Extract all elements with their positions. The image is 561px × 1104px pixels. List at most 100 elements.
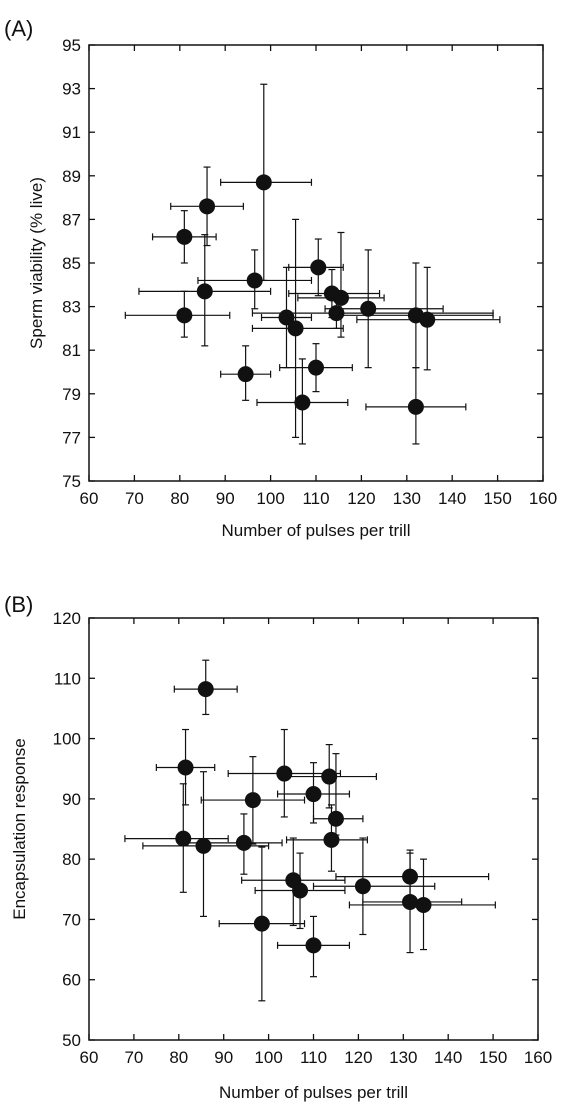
x-tick-label: 90 (216, 489, 235, 508)
x-tick-label: 60 (80, 1048, 99, 1067)
data-point-group (124, 290, 231, 338)
data-point-group (142, 771, 270, 918)
data-point-group (138, 234, 272, 347)
y-tick-label: 79 (62, 385, 81, 404)
data-point-group (356, 266, 501, 371)
data-point (402, 893, 419, 910)
data-point (305, 937, 322, 954)
y-tick-label: 120 (53, 609, 81, 628)
data-point (199, 198, 216, 215)
data-point (175, 830, 192, 847)
y-tick-label: 50 (62, 1031, 81, 1050)
data-point (305, 786, 322, 803)
data-point-group (254, 852, 346, 930)
data-point (354, 878, 371, 895)
data-point (196, 283, 213, 300)
data-point-group (260, 266, 313, 369)
x-tick-label: 70 (125, 489, 144, 508)
data-point-group (348, 858, 496, 951)
data-point-group (297, 231, 385, 338)
data-point-group (173, 659, 238, 716)
x-tick-label: 140 (438, 489, 466, 508)
data-point (255, 174, 272, 191)
data-point (176, 228, 193, 245)
data-point (321, 768, 338, 785)
panel-label: (A) (4, 16, 33, 41)
data-point-group (218, 846, 306, 1002)
data-point (360, 300, 377, 317)
panel-label: (B) (4, 592, 33, 617)
data-point (294, 394, 311, 411)
y-tick-label: 110 (54, 669, 81, 688)
x-tick-label: 70 (124, 1048, 143, 1067)
y-tick-label: 60 (62, 971, 81, 990)
chart-panel-2: (B)60 70 80 90 100 110 120 130 140 150 16050607080… (4, 592, 552, 1102)
data-point-group (362, 852, 463, 954)
data-point-group (220, 345, 272, 401)
data-point-group (187, 813, 283, 875)
y-tick-label: 87 (62, 210, 81, 229)
data-point (253, 915, 270, 932)
data-point-group (285, 804, 368, 872)
data-point (407, 398, 424, 415)
y-axis-label: Encapsulation response (10, 738, 29, 919)
x-tick-label: 130 (393, 489, 421, 508)
y-tick-label: 91 (62, 123, 81, 142)
x-tick-label: 100 (256, 489, 284, 508)
y-tick-label: 70 (62, 910, 81, 929)
y-tick-label: 80 (62, 850, 81, 869)
data-point (419, 311, 436, 328)
x-tick-label: 160 (524, 1048, 552, 1067)
data-point-group (312, 837, 436, 936)
x-axis-label: Number of pulses per trill (222, 521, 411, 540)
data-point-group (227, 728, 342, 818)
x-tick-label: 150 (483, 489, 511, 508)
y-tick-label: 90 (62, 790, 81, 809)
data-point (244, 792, 261, 809)
x-tick-label: 100 (254, 1048, 282, 1067)
x-axis-label: Number of pulses per trill (219, 1083, 408, 1102)
data-point (177, 759, 194, 776)
x-tick-label: 90 (214, 1048, 233, 1067)
chart-panel-1: (A) 60 70 80 90 100 110 120 130 140 150 160 75 77 79 81… (4, 16, 557, 540)
data-point-group (197, 249, 313, 310)
x-tick-label: 160 (529, 489, 557, 508)
x-tick-label: 150 (479, 1048, 507, 1067)
data-point-group (155, 728, 216, 806)
data-point-group (256, 358, 349, 445)
data-point (328, 305, 345, 322)
data-point (176, 307, 193, 324)
data-point (287, 320, 304, 337)
x-tick-label: 110 (300, 1048, 327, 1067)
data-point-group (220, 83, 313, 282)
y-tick-label: 81 (62, 341, 81, 360)
x-tick-label: 80 (169, 1048, 188, 1067)
x-tick-label: 80 (170, 489, 189, 508)
data-point-group (151, 210, 217, 264)
y-tick-label: 100 (53, 730, 81, 749)
data-point-group (279, 343, 353, 393)
data-point (415, 896, 432, 913)
x-tick-label: 120 (347, 489, 375, 508)
x-tick-label: 110 (302, 489, 329, 508)
data-point (323, 831, 340, 848)
data-point (237, 366, 254, 383)
y-tick-label: 75 (62, 472, 81, 491)
x-tick-label: 140 (434, 1048, 462, 1067)
data-point-group (338, 262, 494, 369)
data-point-group (335, 849, 490, 902)
y-tick-label: 83 (62, 298, 81, 317)
data-point (195, 837, 212, 854)
data-point-group (241, 837, 346, 927)
y-tick-label: 85 (62, 254, 81, 273)
y-tick-label: 95 (62, 36, 81, 55)
data-point (292, 882, 309, 899)
data-point-group (276, 915, 351, 978)
data-point (197, 681, 214, 698)
y-axis-label: Sperm viability (% live) (27, 177, 46, 349)
y-tick-label: 77 (62, 428, 81, 447)
data-point-group (170, 166, 244, 247)
data-point (246, 272, 263, 289)
data-point (276, 765, 293, 782)
